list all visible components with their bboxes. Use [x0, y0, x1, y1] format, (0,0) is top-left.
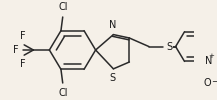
- Text: −: −: [211, 77, 217, 86]
- Text: Cl: Cl: [59, 2, 68, 12]
- Text: F: F: [20, 31, 26, 41]
- Text: Cl: Cl: [59, 88, 68, 98]
- Text: F: F: [13, 45, 18, 55]
- Text: S: S: [109, 73, 116, 83]
- Text: N: N: [205, 56, 212, 66]
- Text: O: O: [204, 78, 211, 88]
- Text: F: F: [20, 59, 26, 69]
- Text: +: +: [208, 53, 214, 59]
- Text: S: S: [167, 42, 173, 52]
- Text: N: N: [109, 20, 116, 30]
